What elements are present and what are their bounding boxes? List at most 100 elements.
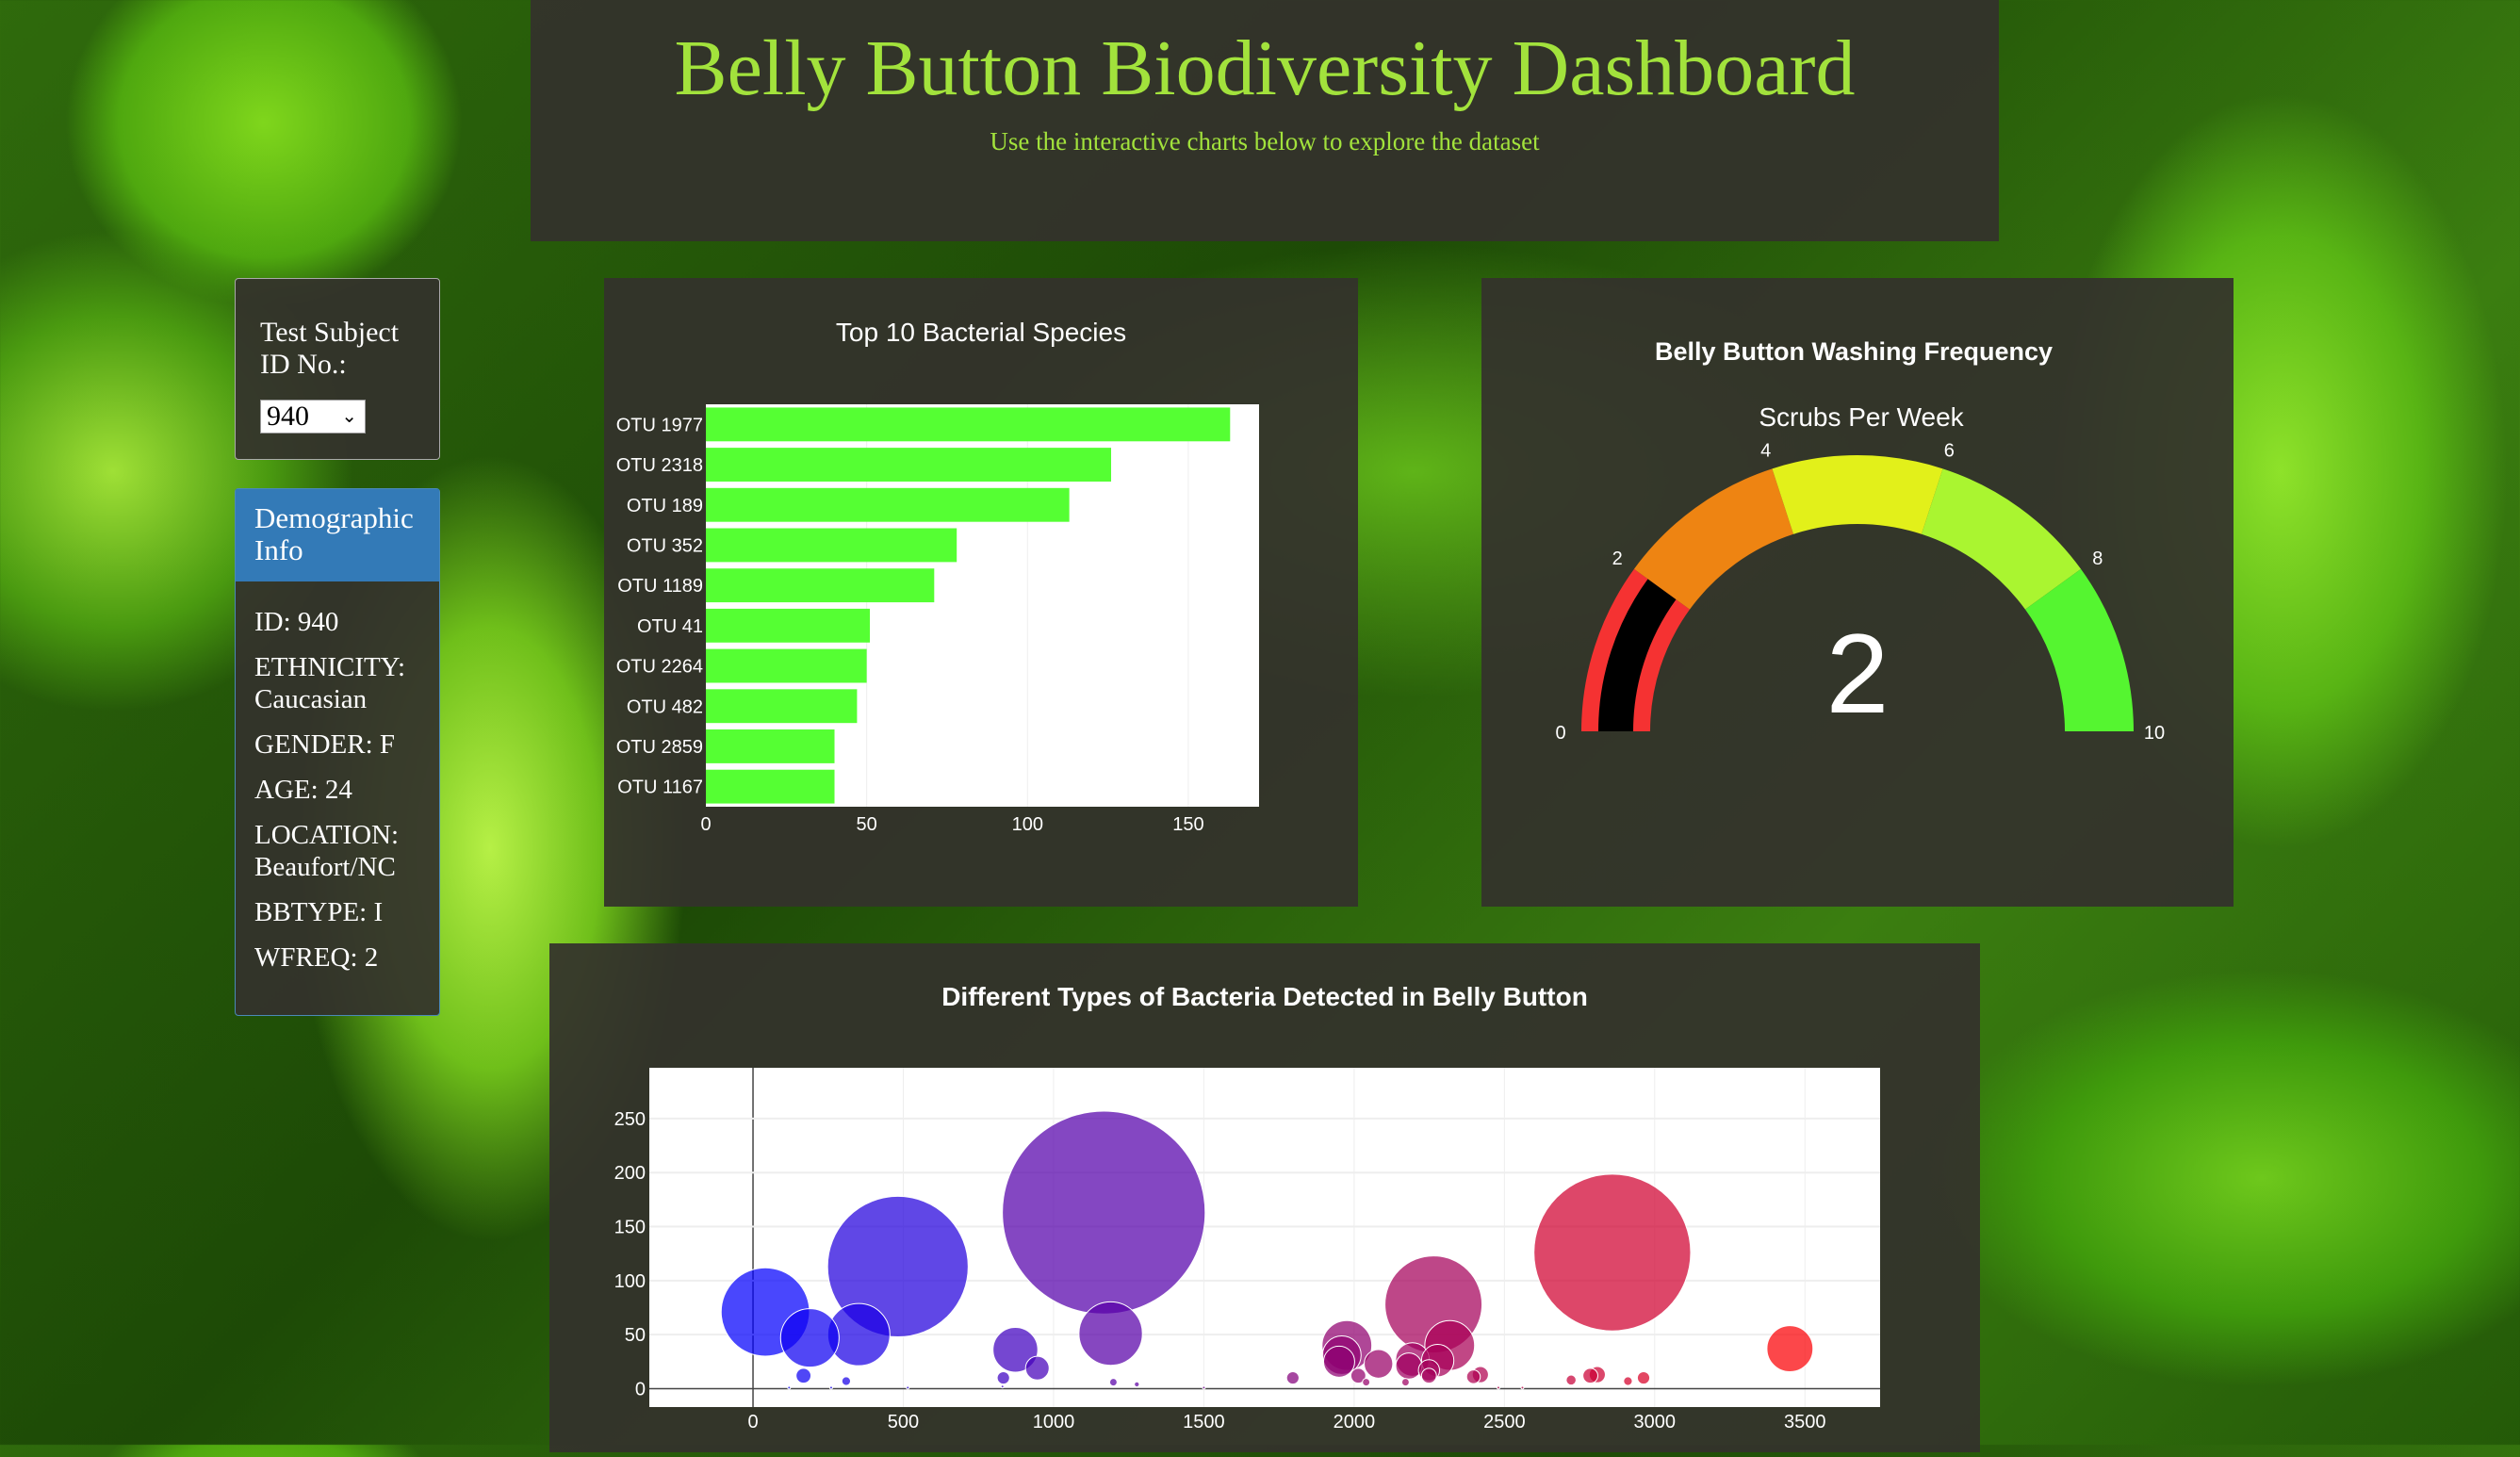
gauge-title: Belly Button Washing Frequency [1655,337,2053,366]
header-panel: Belly Button Biodiversity Dashboard Use … [531,0,1999,241]
bubble-otu-946 [1024,1355,1050,1381]
gauge-chart[interactable]: Belly Button Washing Frequency Scrubs Pe… [1481,278,2234,907]
bubble-otu-2171 [1400,1378,1410,1387]
bar-y-tick-label: OTU 2859 [616,737,703,758]
bar-x-tick-label: 150 [1172,814,1203,835]
bubble-otu-2480 [1496,1385,1500,1390]
gauge-step-1 [1633,468,1794,610]
bubble-otu-2963 [1636,1370,1651,1385]
gauge-chart-panel: Belly Button Washing Frequency Scrubs Pe… [1481,278,2234,907]
bar-otu-41 [706,608,871,643]
bar-y-tick-label: OTU 189 [627,496,703,516]
bar-otu-352 [706,528,957,563]
bubble-x-tick-label: 3500 [1784,1412,1826,1432]
bubble-y-tick-label: 250 [614,1109,646,1130]
bar-y-tick-label: OTU 2264 [616,657,703,678]
bubble-y-tick-label: 150 [614,1218,646,1238]
bar-chart[interactable]: Top 10 Bacterial Species 0 50 100 150 OTU 19… [604,278,1358,907]
demo-wfreq: WFREQ: 2 [254,942,379,973]
page-subtitle: Use the interactive charts below to expl… [990,127,1540,156]
bubble-otu-2786 [1582,1367,1598,1384]
bar-y-tick-label: OTU 1189 [617,576,703,597]
gauge-value: 2 [1826,611,1890,737]
gauge-tick-label: 2 [1612,548,1623,569]
bubble-x-tick-label: 2500 [1483,1412,1526,1432]
bubble-otu-2040 [1362,1378,1371,1387]
gauge-subtitle: Scrubs Per Week [1759,402,1964,432]
bubble-otu-1199 [1108,1378,1118,1387]
bubble-y-tick-label: 50 [625,1325,646,1346]
bubble-otu-189 [779,1308,840,1368]
gauge-tick-label: 0 [1555,723,1565,744]
bar-x-tick-label: 100 [1012,814,1043,835]
bubble-otu-2560 [1520,1385,1525,1390]
bubble-otu-260 [828,1385,833,1390]
selected-subject-id: 940 [267,401,309,432]
bar-otu-2318 [706,448,1112,482]
bubble-otu-482 [826,1195,969,1338]
bubble-x-tick-label: 1500 [1183,1412,1225,1432]
bar-x-tick-label: 50 [857,814,877,835]
bubble-otu-833 [996,1370,1010,1385]
subject-id-dropdown[interactable]: 940 ⌄ [260,400,366,434]
gauge-tick-label: 10 [2144,723,2165,744]
bubble-x-tick-label: 3000 [1634,1412,1677,1432]
bar-x-tick-label: 0 [700,814,711,835]
chevron-down-icon: ⌄ [341,406,357,427]
bubble-x-tick-label: 0 [747,1412,758,1432]
bubble-chart[interactable]: Different Types of Bacteria Detected in … [549,943,1980,1452]
bubble-otu-830 [1000,1384,1005,1389]
demo-bbtype: BBTYPE: I [254,897,384,927]
bubble-otu-1950 [1322,1345,1355,1378]
subject-selector-panel: Test Subject ID No.: 940 ⌄ [235,278,440,460]
bubble-otu-2911 [1623,1376,1633,1386]
bar-otu-482 [706,689,858,724]
bar-otu-189 [706,487,1070,522]
bar-y-tick-label: OTU 1167 [617,778,703,798]
demo-age: AGE: 24 [254,775,352,805]
bubble-otu-2249 [1420,1367,1437,1384]
bar-y-tick-label: OTU 41 [637,616,703,637]
gauge-tick-label: 8 [2092,548,2103,569]
bubble-x-tick-label: 500 [888,1412,919,1432]
subject-selector-label: Test Subject ID No.: [260,317,400,380]
demographic-info-title: Demographic Info [236,489,439,581]
bubble-otu-1277 [1134,1381,1140,1388]
bubble-x-tick-label: 1000 [1033,1412,1075,1432]
demographic-info-panel: Demographic Info ID: 940 ETHNICITY: Cauc… [235,488,440,1016]
demo-gender: GENDER: F [254,729,396,760]
bubble-otu-3450 [1766,1325,1814,1373]
page-title: Belly Button Biodiversity Dashboard [674,25,1856,112]
bubble-y-tick-label: 200 [614,1163,646,1184]
bubble-otu-1796 [1285,1370,1300,1385]
bubble-otu-2081 [1364,1349,1394,1379]
bubble-x-tick-label: 2000 [1334,1412,1376,1432]
gauge-value-bar [1598,579,1677,731]
bubble-y-tick-label: 100 [614,1271,646,1292]
bubble-otu-1190 [1078,1301,1143,1367]
bar-chart-title: Top 10 Bacterial Species [836,318,1126,347]
bubble-chart-title: Different Types of Bacteria Detected in … [941,982,1588,1011]
bubble-otu-2722 [1565,1374,1577,1386]
bubble-chart-panel: Different Types of Bacteria Detected in … [549,943,1980,1452]
bar-y-tick-label: OTU 1977 [616,415,703,435]
bubble-y-tick-label: 0 [635,1380,646,1400]
gauge-step-3 [1921,468,2082,610]
gauge-tick-label: 4 [1760,440,1771,461]
gauge-step-4 [2024,568,2134,731]
bubble-otu-2397 [1465,1369,1481,1384]
bubble-otu-2014 [1350,1367,1366,1384]
bar-chart-panel: Top 10 Bacterial Species 0 50 100 150 OTU 19… [604,278,1358,907]
bar-otu-2264 [706,648,867,683]
bar-y-tick-label: OTU 352 [627,535,703,556]
bubble-otu-1500 [1202,1385,1206,1390]
bubble-otu-1167 [1002,1110,1206,1315]
demo-location: LOCATION: Beaufort/NC [254,820,400,882]
gauge-step-2 [1772,455,1943,534]
bar-otu-1977 [706,407,1231,442]
bubble-otu-2859 [1533,1173,1692,1332]
bar-y-tick-label: OTU 2318 [616,455,703,476]
bar-y-tick-label: OTU 482 [627,696,703,717]
demo-ethnicity: ETHNICITY: Caucasian [254,652,406,714]
bubble-otu-515 [906,1385,910,1390]
